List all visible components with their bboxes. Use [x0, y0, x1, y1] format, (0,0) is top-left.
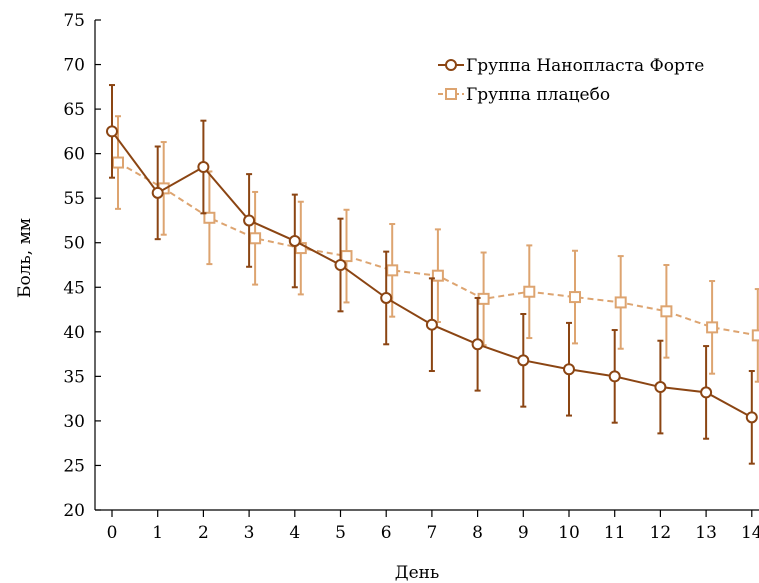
x-tick-label: 0 [107, 523, 118, 543]
series-2 [113, 116, 759, 381]
legend-label: Группа Нанопласта Форте [466, 56, 704, 76]
data-point [336, 260, 346, 270]
series-layer [107, 85, 759, 464]
y-tick-label: 35 [63, 367, 85, 387]
x-tick-label: 1 [152, 523, 163, 543]
y-tick-label: 50 [63, 234, 85, 254]
x-tick-label: 5 [335, 523, 346, 543]
x-tick-label: 12 [650, 523, 672, 543]
legend: Группа Нанопласта Форте Группа плацебо [438, 56, 704, 105]
y-tick-label: 55 [63, 189, 85, 209]
legend-label: Группа плацебо [466, 85, 610, 105]
legend-marker [446, 89, 456, 99]
x-tick-label: 2 [198, 523, 209, 543]
x-tick-label: 4 [289, 523, 300, 543]
y-tick-label: 20 [63, 501, 85, 521]
data-point [107, 126, 117, 136]
data-point [153, 188, 163, 198]
data-point [290, 236, 300, 246]
x-tick-label: 6 [381, 523, 392, 543]
legend-item-1: Группа Нанопласта Форте [438, 56, 704, 76]
data-point [610, 371, 620, 381]
x-axis-title: День [395, 563, 439, 583]
x-tick-label: 11 [604, 523, 626, 543]
data-point [250, 233, 260, 243]
y-tick-label: 70 [63, 56, 85, 76]
x-tick-label: 3 [244, 523, 255, 543]
data-point [616, 297, 626, 307]
data-point [387, 265, 397, 275]
x-tick-label: 10 [558, 523, 580, 543]
data-point [427, 320, 437, 330]
axes [95, 20, 759, 510]
data-point [753, 330, 759, 340]
legend-marker [446, 60, 456, 70]
x-ticks: 0 1 2 3 4 5 6 7 8 9 10 11 12 13 14 [107, 510, 759, 543]
x-tick-label: 14 [741, 523, 759, 543]
legend-item-2: Группа плацебо [438, 85, 610, 105]
x-tick-label: 9 [518, 523, 529, 543]
data-point [244, 215, 254, 225]
data-point [473, 339, 483, 349]
data-point [518, 355, 528, 365]
data-point [747, 412, 757, 422]
data-point [524, 287, 534, 297]
data-point [570, 292, 580, 302]
y-tick-label: 45 [63, 278, 85, 298]
data-point [198, 162, 208, 172]
data-point [661, 306, 671, 316]
data-point [381, 293, 391, 303]
y-tick-label: 30 [63, 412, 85, 432]
data-point [701, 387, 711, 397]
y-tick-label: 75 [63, 11, 85, 31]
x-tick-label: 13 [695, 523, 717, 543]
y-tick-label: 65 [63, 100, 85, 120]
y-tick-label: 25 [63, 456, 85, 476]
y-tick-label: 40 [63, 323, 85, 343]
y-axis-title: Боль, мм [15, 218, 35, 298]
x-tick-label: 8 [472, 523, 483, 543]
data-point [113, 158, 123, 168]
y-tick-label: 60 [63, 145, 85, 165]
x-tick-label: 7 [426, 523, 437, 543]
data-point [707, 322, 717, 332]
data-point [655, 382, 665, 392]
data-point [564, 364, 574, 374]
